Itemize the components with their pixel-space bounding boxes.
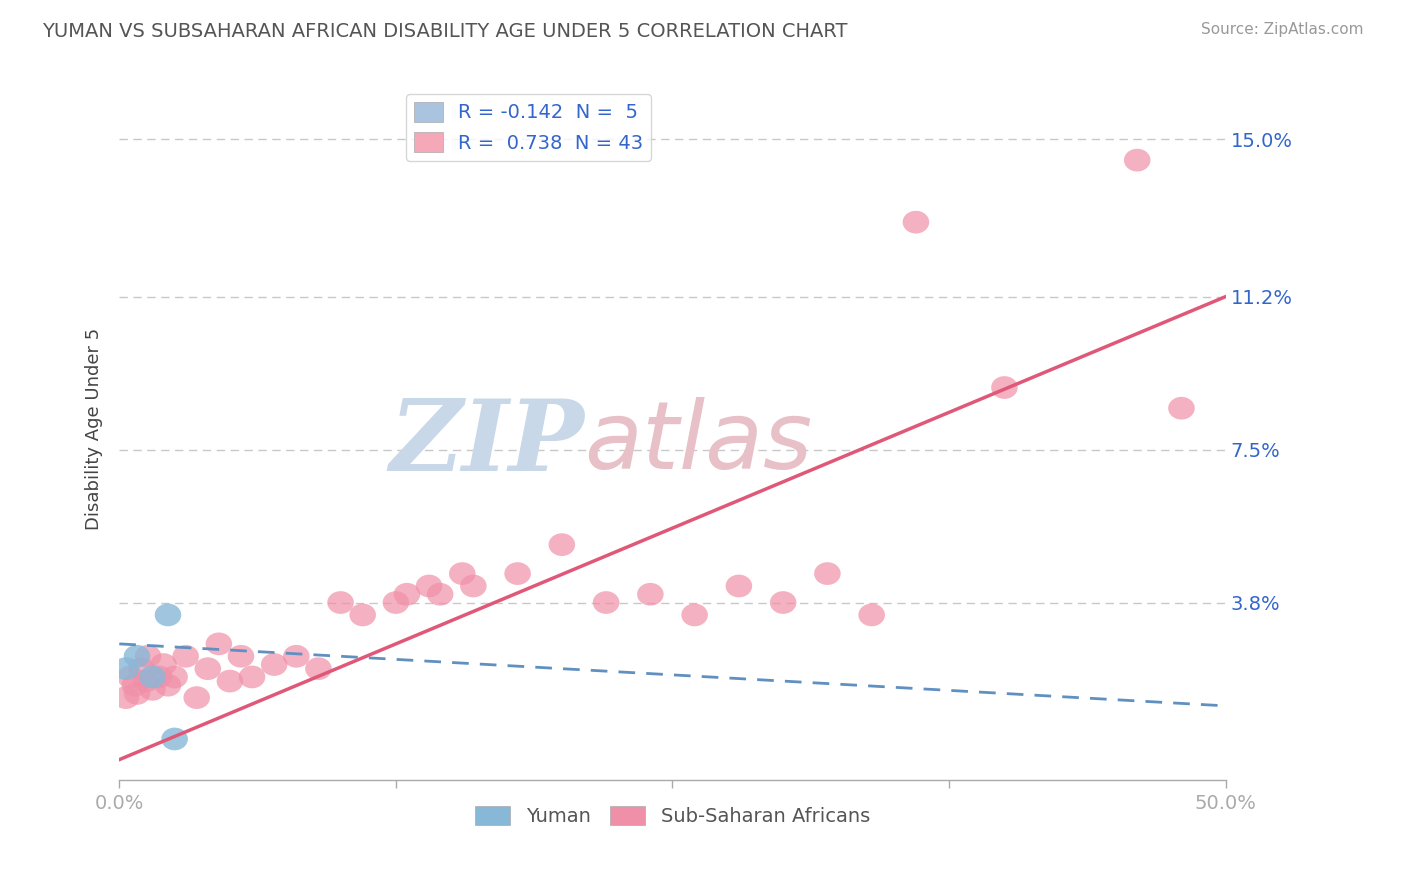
Ellipse shape (416, 574, 443, 598)
Ellipse shape (162, 728, 188, 750)
Ellipse shape (991, 376, 1018, 399)
Ellipse shape (112, 686, 139, 709)
Ellipse shape (682, 604, 707, 626)
Ellipse shape (505, 562, 531, 585)
Ellipse shape (427, 582, 453, 606)
Ellipse shape (283, 645, 309, 667)
Text: atlas: atlas (583, 398, 813, 489)
Ellipse shape (903, 211, 929, 234)
Text: YUMAN VS SUBSAHARAN AFRICAN DISABILITY AGE UNDER 5 CORRELATION CHART: YUMAN VS SUBSAHARAN AFRICAN DISABILITY A… (42, 22, 848, 41)
Ellipse shape (262, 653, 287, 676)
Ellipse shape (139, 678, 166, 701)
Ellipse shape (449, 562, 475, 585)
Ellipse shape (228, 645, 254, 667)
Ellipse shape (239, 665, 266, 689)
Ellipse shape (121, 673, 148, 697)
Ellipse shape (162, 665, 188, 689)
Ellipse shape (205, 632, 232, 656)
Text: ZIP: ZIP (389, 394, 583, 491)
Ellipse shape (725, 574, 752, 598)
Ellipse shape (637, 582, 664, 606)
Ellipse shape (155, 604, 181, 626)
Ellipse shape (124, 645, 150, 667)
Ellipse shape (460, 574, 486, 598)
Ellipse shape (859, 604, 884, 626)
Ellipse shape (814, 562, 841, 585)
Ellipse shape (548, 533, 575, 556)
Ellipse shape (305, 657, 332, 680)
Ellipse shape (117, 665, 143, 689)
Y-axis label: Disability Age Under 5: Disability Age Under 5 (86, 327, 103, 530)
Ellipse shape (593, 591, 620, 614)
Ellipse shape (382, 591, 409, 614)
Legend: Yuman, Sub-Saharan Africans: Yuman, Sub-Saharan Africans (467, 797, 877, 834)
Ellipse shape (1168, 397, 1195, 419)
Ellipse shape (350, 604, 375, 626)
Ellipse shape (139, 665, 166, 689)
Ellipse shape (173, 645, 198, 667)
Text: Source: ZipAtlas.com: Source: ZipAtlas.com (1201, 22, 1364, 37)
Ellipse shape (132, 670, 159, 692)
Ellipse shape (128, 657, 155, 680)
Ellipse shape (135, 645, 162, 667)
Ellipse shape (194, 657, 221, 680)
Ellipse shape (183, 686, 209, 709)
Ellipse shape (112, 657, 139, 680)
Ellipse shape (770, 591, 796, 614)
Ellipse shape (146, 665, 173, 689)
Ellipse shape (1123, 149, 1150, 171)
Ellipse shape (155, 673, 181, 697)
Ellipse shape (217, 670, 243, 692)
Ellipse shape (150, 653, 177, 676)
Ellipse shape (124, 682, 150, 705)
Ellipse shape (394, 582, 420, 606)
Ellipse shape (328, 591, 354, 614)
